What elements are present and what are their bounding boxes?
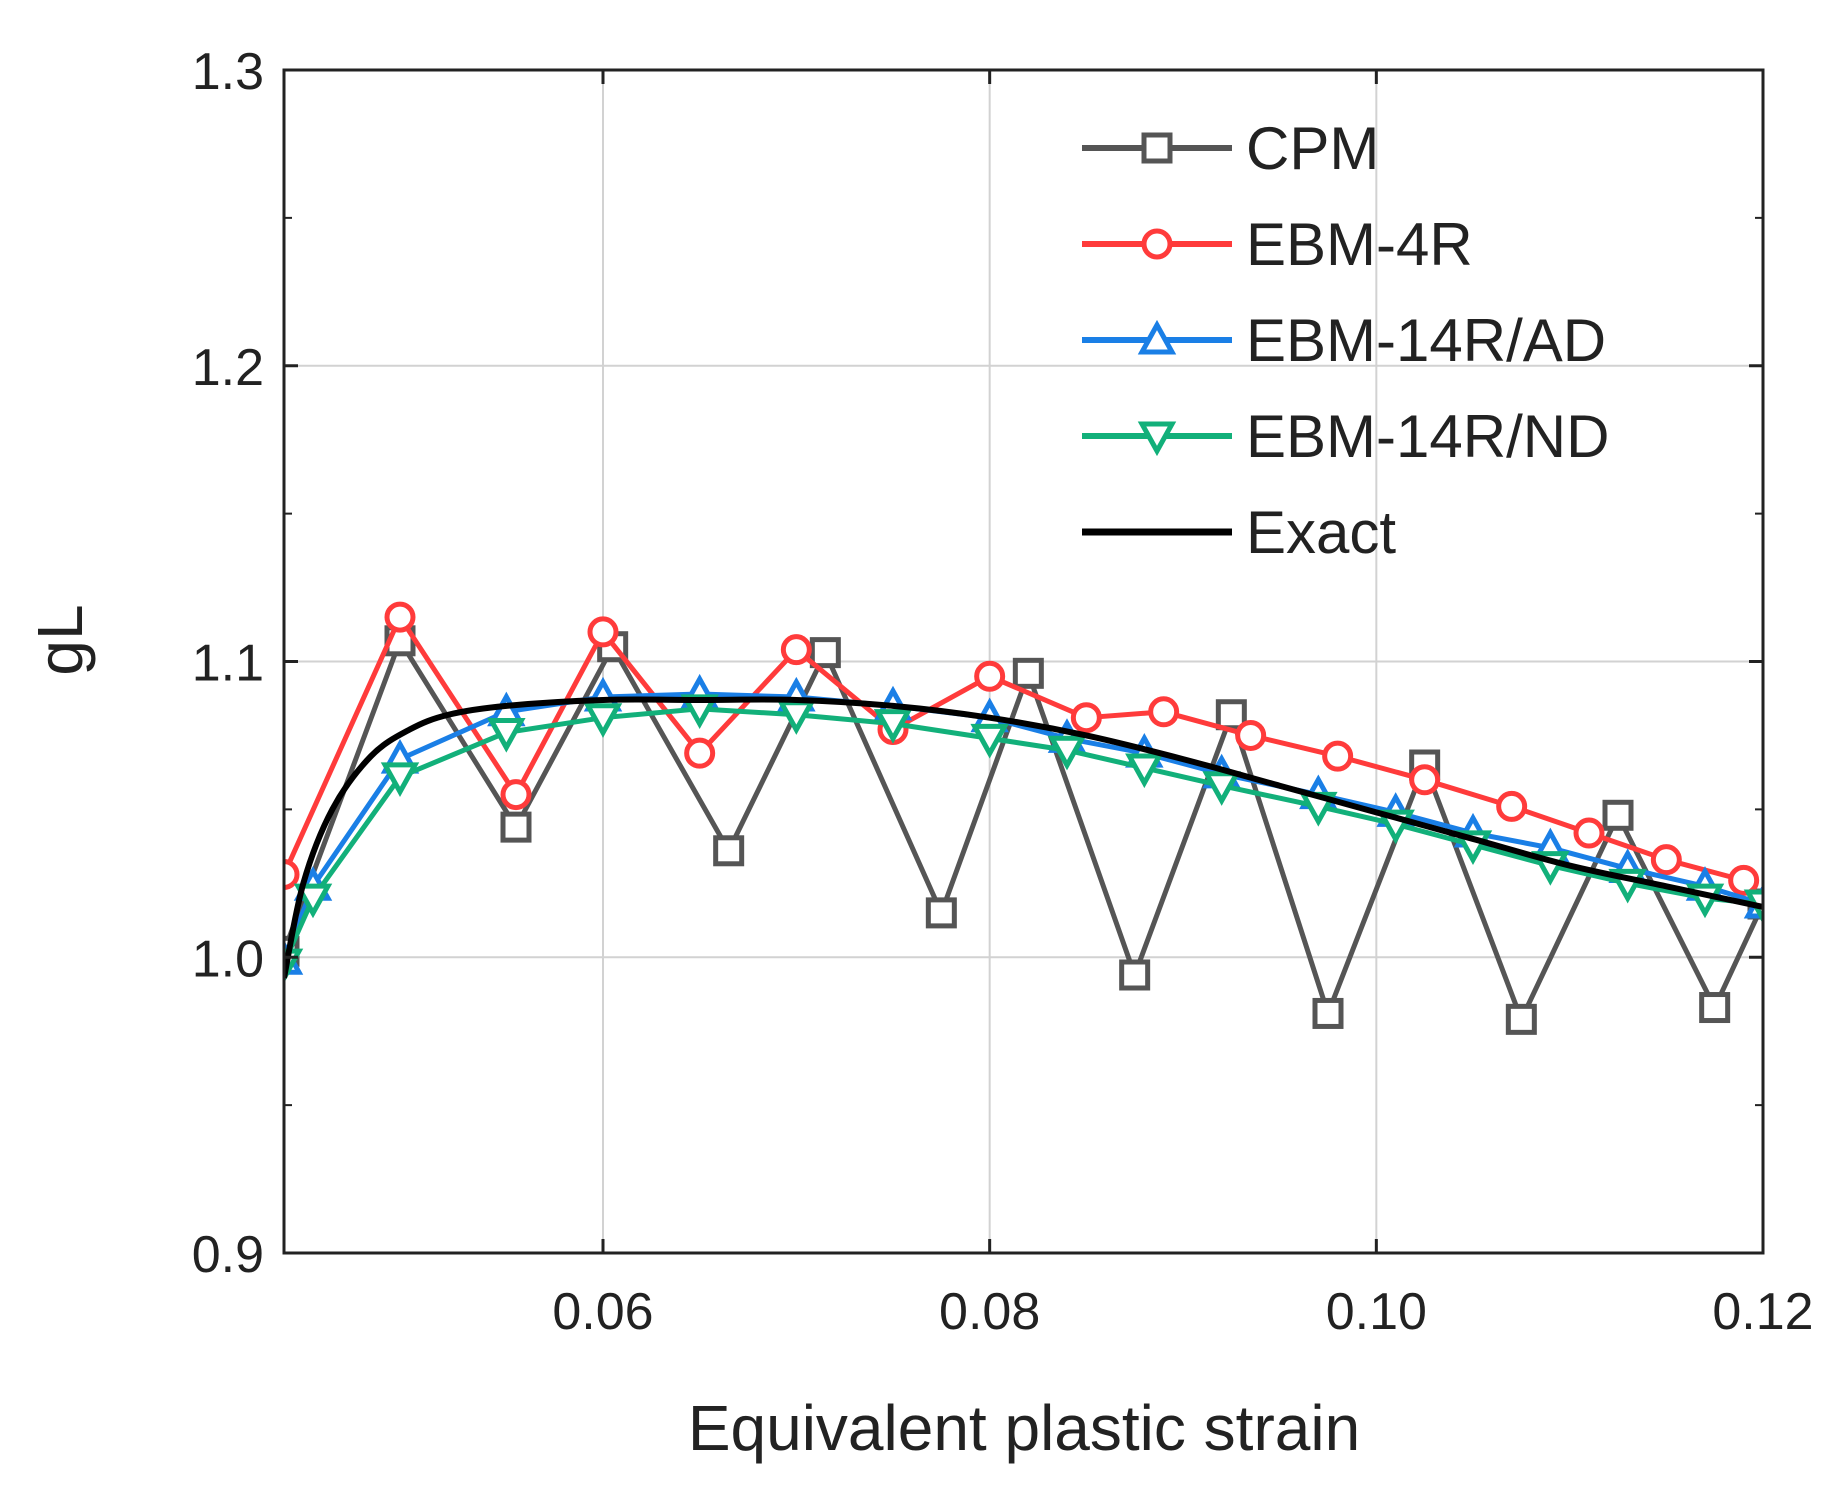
data-point-ebm-14r-nd-9 <box>1047 735 1087 771</box>
data-point-ebm-14r-nd-1 <box>293 883 333 919</box>
legend-entry-ebm-4r: EBM-4R <box>1082 211 1473 278</box>
legend-label-ebm-14r-nd: EBM-14R/ND <box>1246 403 1609 470</box>
legend-entry-cpm: CPM <box>1082 115 1379 182</box>
legend-entry-ebm-14r-nd: EBM-14R/ND <box>1082 403 1609 470</box>
y-tick-label: 1.2 <box>192 339 264 397</box>
y-tick-label: 1.1 <box>192 635 264 693</box>
y-tick-label: 1.0 <box>192 930 264 988</box>
data-point-ebm-4r-5 <box>780 634 812 666</box>
legend-marker-cpm <box>1141 132 1173 164</box>
data-point-cpm-10 <box>1312 997 1344 1029</box>
data-point-ebm-4r-0 <box>284 858 300 890</box>
data-point-ebm-14r-nd-8 <box>970 723 1009 759</box>
data-point-cpm-5 <box>809 637 841 669</box>
legend-marker-ebm-4r <box>1141 228 1173 260</box>
x-axis-title: Equivalent plastic strain <box>688 1392 1360 1464</box>
data-point-ebm-14r-nd-4 <box>583 703 623 738</box>
legend-label-ebm-14r-ad: EBM-14R/AD <box>1246 307 1606 374</box>
data-point-ebm-4r-16 <box>1728 864 1760 896</box>
legend-entry-exact: Exact <box>1082 499 1396 566</box>
legend: CPM EBM-4R EBM-14R/AD EBM-14R/ND Exact <box>1082 115 1609 566</box>
x-tick-label: 0.12 <box>1712 1283 1813 1341</box>
data-point-ebm-4r-12 <box>1409 764 1441 796</box>
y-tick-label: 1.3 <box>192 43 264 101</box>
data-point-ebm-4r-15 <box>1650 844 1682 876</box>
x-tick-label: 0.10 <box>1326 1283 1427 1341</box>
series-layer <box>284 601 1763 1035</box>
legend-label-exact: Exact <box>1246 499 1396 566</box>
series-exact <box>284 696 1763 979</box>
data-point-ebm-4r-1 <box>384 601 416 633</box>
data-point-ebm-4r-8 <box>1070 702 1102 734</box>
data-point-ebm-4r-11 <box>1322 740 1354 772</box>
data-point-cpm-12 <box>1505 1003 1537 1035</box>
x-tick-label: 0.06 <box>552 1283 653 1341</box>
series-line-cpm <box>284 638 1763 1022</box>
data-point-cpm-6 <box>925 897 957 929</box>
data-point-ebm-14r-nd-5 <box>680 694 719 729</box>
data-point-cpm-4 <box>713 835 745 867</box>
legend-marker-ebm-14r-ad <box>1137 319 1177 355</box>
y-axis-title: gL <box>24 604 96 675</box>
data-point-ebm-14r-nd-10 <box>1125 753 1164 789</box>
data-point-ebm-4r-10 <box>1235 719 1267 751</box>
data-point-ebm-4r-14 <box>1573 817 1605 849</box>
series-line-exact <box>284 696 1763 979</box>
legend-marker-ebm-14r-nd <box>1137 421 1177 457</box>
legend-label-cpm: CPM <box>1246 115 1379 182</box>
x-tick-label: 0.08 <box>939 1283 1040 1341</box>
data-point-ebm-4r-9 <box>1148 696 1180 728</box>
data-point-ebm-4r-7 <box>974 660 1006 692</box>
data-point-ebm-4r-3 <box>587 616 619 648</box>
data-point-ebm-4r-13 <box>1496 790 1528 822</box>
data-point-cpm-2 <box>500 811 532 843</box>
data-point-ebm-14r-nd-2 <box>380 762 420 797</box>
series-ebm-4r <box>284 601 1760 896</box>
data-point-ebm-14r-nd-7 <box>873 709 913 744</box>
data-point-ebm-14r-nd-11 <box>1202 771 1241 806</box>
labels-layer: Equivalent plastic strain gL 0.06 0.08 0.1… <box>24 43 1814 1464</box>
data-point-cpm-14 <box>1699 992 1731 1024</box>
data-point-cpm-7 <box>1012 657 1044 689</box>
data-point-cpm-13 <box>1602 799 1634 831</box>
data-point-ebm-14r-nd-3 <box>487 717 526 753</box>
data-point-ebm-4r-2 <box>500 779 532 811</box>
data-point-cpm-8 <box>1119 959 1151 991</box>
legend-label-ebm-4r: EBM-4R <box>1246 211 1473 278</box>
legend-entry-ebm-14r-ad: EBM-14R/AD <box>1082 307 1606 374</box>
axes-layer <box>282 68 1765 1255</box>
y-tick-label: 0.9 <box>192 1226 264 1284</box>
data-point-ebm-4r-4 <box>684 737 716 769</box>
